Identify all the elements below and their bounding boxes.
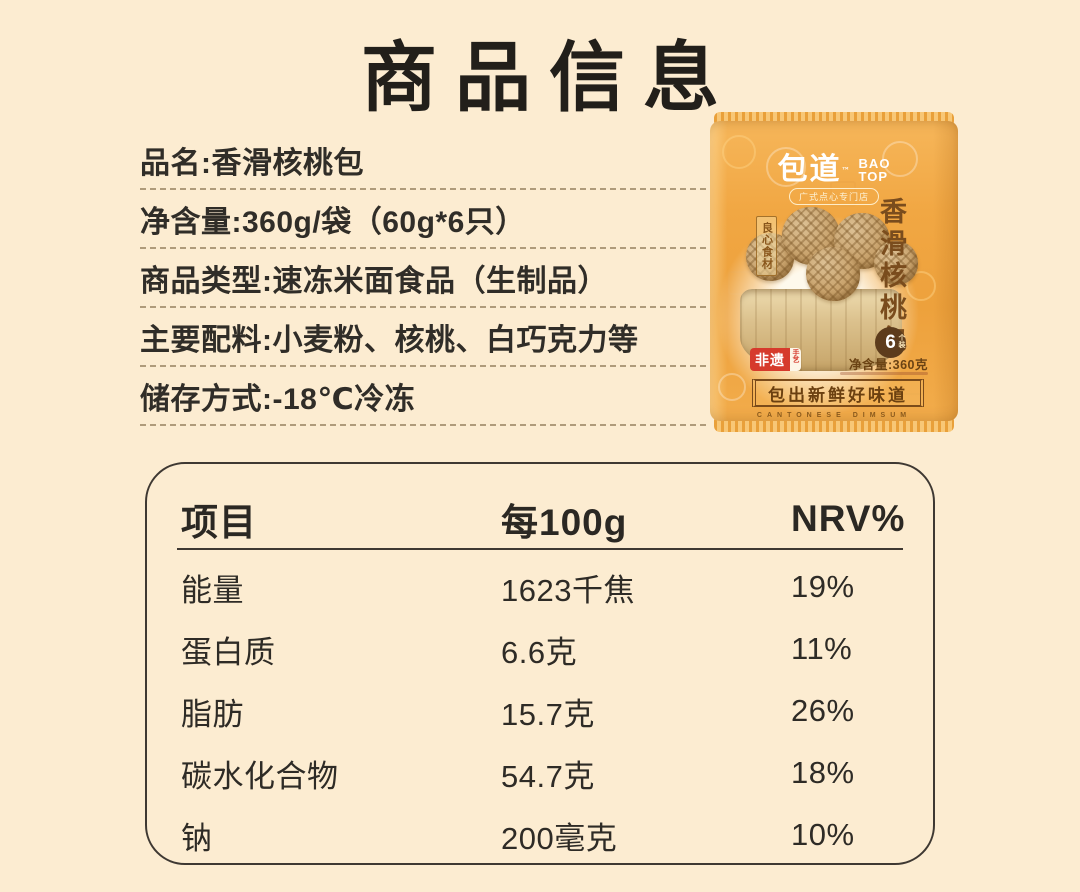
nutrition-item: 能量	[181, 572, 244, 608]
brand-logo: 包道™ BAO TOP	[710, 155, 958, 185]
brand-name-en: BAO TOP	[858, 156, 891, 184]
nutrition-row: 脂肪 15.7克 26%	[181, 680, 899, 742]
info-row-text: 净含量:360g/袋（60g*6只）	[140, 205, 526, 239]
info-row: 主要配料:小麦粉、核桃、白巧克力等	[140, 308, 706, 367]
nutrition-item: 碳水化合物	[181, 758, 339, 794]
nutrition-nrv: 26%	[791, 693, 855, 728]
nutrition-item: 脂肪	[181, 696, 244, 732]
product-package-image: 包道™ BAO TOP 广式点心专门店 香滑核桃包 6 个装 良心食材 非遗	[710, 112, 958, 432]
brand-name-cn: 包道™	[777, 152, 852, 187]
count-unit: 个装	[898, 334, 905, 348]
microtext-line	[840, 372, 928, 375]
info-row-text: 主要配料:小麦粉、核桃、白巧克力等	[140, 323, 639, 357]
heritage-badge: 非遗 手艺	[750, 348, 801, 371]
info-row-text: 品名:香滑核桃包	[140, 146, 364, 180]
nutrition-nrv: 19%	[791, 569, 855, 604]
info-row-text: 储存方式:-18℃冷冻	[140, 382, 416, 416]
info-row: 商品类型:速冻米面食品（生制品）	[140, 249, 706, 308]
info-row: 品名:香滑核桃包	[140, 131, 706, 190]
bag-pattern-circle	[722, 135, 756, 169]
header-item: 项目	[181, 502, 257, 543]
slogan-plaque: 包出新鲜好味道	[752, 379, 924, 407]
slogan-text: 包出新鲜好味道	[768, 385, 908, 406]
nutrition-per100g: 200毫克	[501, 820, 618, 856]
page-title: 商品信息	[361, 33, 737, 122]
heritage-badge-text: 非遗	[750, 348, 790, 371]
info-row: 储存方式:-18℃冷冻	[140, 367, 706, 426]
walnut-bun	[806, 247, 860, 301]
header-per100g: 每100g	[501, 502, 628, 543]
nutrition-item: 钠	[181, 820, 213, 856]
nutrition-nrv: 18%	[791, 755, 855, 790]
nutrition-nrv: 10%	[791, 817, 855, 852]
nutrition-row: 钠 200毫克 10%	[181, 804, 899, 866]
trademark-symbol: ™	[841, 165, 852, 175]
nutrition-item: 蛋白质	[181, 634, 276, 670]
header-nrv: NRV%	[791, 498, 906, 539]
heritage-badge-sub: 手艺	[790, 348, 801, 371]
nutrition-table-header: 项目 每100g NRV%	[147, 464, 933, 548]
nutrition-per100g: 15.7克	[501, 696, 595, 732]
header-divider	[177, 548, 903, 550]
info-row: 净含量:360g/袋（60g*6只）	[140, 190, 706, 249]
bag-pattern-bun-icon	[882, 141, 918, 177]
count-number: 6	[885, 331, 896, 353]
product-info-list: 品名:香滑核桃包 净含量:360g/袋（60g*6只） 商品类型:速冻米面食品（…	[140, 131, 706, 426]
net-weight-label: 净含量:360克	[848, 358, 928, 372]
slogan-english: CANTONESE DIMSUM	[756, 412, 912, 419]
shop-banner: 广式点心专门店	[788, 188, 880, 205]
nutrition-table-body: 能量 1623千焦 19% 蛋白质 6.6克 11% 脂肪 15.7克 26% …	[147, 550, 933, 866]
quality-seal: 良心食材	[756, 216, 777, 276]
nutrition-row: 蛋白质 6.6克 11%	[181, 618, 899, 680]
walnut-bun	[874, 241, 918, 285]
nutrition-per100g: 6.6克	[501, 634, 578, 670]
nutrition-row: 能量 1623千焦 19%	[181, 556, 899, 618]
bag-pattern-square	[830, 181, 856, 207]
nutrition-table: 项目 每100g NRV% 能量 1623千焦 19% 蛋白质 6.6克 11%…	[145, 462, 935, 865]
nutrition-per100g: 54.7克	[501, 758, 595, 794]
bag-body: 包道™ BAO TOP 广式点心专门店 香滑核桃包 6 个装 良心食材 非遗	[710, 121, 958, 421]
nutrition-row: 碳水化合物 54.7克 18%	[181, 742, 899, 804]
bag-pattern-pig-icon	[766, 147, 806, 187]
info-row-text: 商品类型:速冻米面食品（生制品）	[140, 264, 608, 298]
nutrition-nrv: 11%	[791, 631, 853, 666]
count-badge: 6 个装	[875, 327, 906, 358]
nutrition-per100g: 1623千焦	[501, 572, 635, 608]
